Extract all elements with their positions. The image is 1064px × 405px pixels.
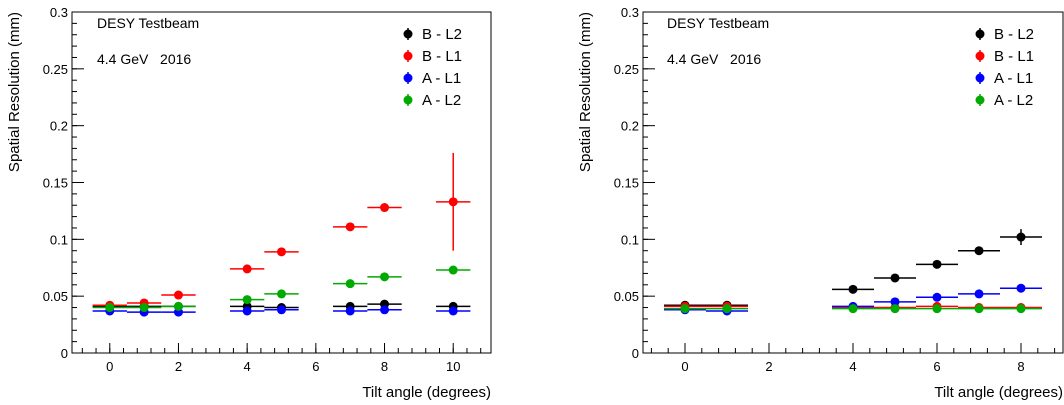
x-tick-label: 6 [933, 359, 940, 374]
legend-marker [403, 73, 413, 83]
x-tick-label: 0 [106, 359, 113, 374]
annotation-text: 4.4 GeV 2016 [97, 51, 191, 67]
data-point [848, 284, 858, 294]
data-point [448, 306, 458, 316]
y-tick-label: 0.2 [621, 119, 639, 134]
y-tick-label: 0.15 [43, 176, 68, 191]
legend-label: A - L2 [422, 92, 461, 109]
legend-entry: A - L2 [403, 92, 461, 109]
data-point [974, 289, 984, 299]
annotation-text: DESY Testbeam [667, 15, 769, 31]
y-tick-label: 0 [61, 346, 68, 361]
data-point [242, 295, 252, 305]
y-tick-label: 0.25 [614, 62, 639, 77]
data-point [345, 222, 355, 232]
data-point [890, 297, 900, 307]
x-tick-label: 8 [1017, 359, 1024, 374]
legend-label: B - L1 [422, 48, 462, 65]
y-tick-label: 0.3 [50, 5, 68, 20]
x-tick-label: 2 [175, 359, 182, 374]
data-point [173, 290, 183, 300]
data-point [380, 272, 390, 282]
x-tick-label: 4 [849, 359, 856, 374]
data-point [277, 247, 286, 257]
x-tick-label: 8 [381, 359, 388, 374]
data-point [680, 304, 690, 314]
legend-entry: A - L1 [975, 70, 1033, 87]
legend-marker [403, 51, 413, 61]
y-tick-label: 0.2 [50, 119, 68, 134]
data-point [974, 246, 984, 256]
y-tick-label: 0 [632, 346, 639, 361]
legend-entry: A - L1 [403, 70, 461, 87]
data-point [890, 304, 900, 314]
x-tick-label: 0 [681, 359, 688, 374]
data-point [932, 259, 942, 269]
y-tick-label: 0.05 [614, 289, 639, 304]
x-tick-label: 10 [446, 359, 460, 374]
legend-label: B - L2 [422, 26, 462, 43]
data-point [932, 304, 942, 314]
legend-marker [403, 29, 413, 39]
data-point [242, 306, 252, 316]
legend-label: A - L1 [422, 70, 461, 87]
y-tick-label: 0.05 [43, 289, 68, 304]
annotation-text: 4.4 GeV 2016 [667, 51, 761, 67]
legend-entry: B - L1 [403, 48, 462, 65]
data-point [848, 304, 858, 314]
legend-marker [975, 73, 985, 83]
series-a-l2 [92, 265, 471, 313]
data-point [1016, 283, 1026, 293]
series-b-l1 [92, 152, 471, 310]
legend-entry: A - L2 [975, 92, 1033, 109]
y-tick-label: 0.15 [614, 176, 639, 191]
data-point [974, 304, 984, 314]
y-tick-label: 0.3 [621, 5, 639, 20]
data-point [277, 289, 286, 299]
legend-label: A - L2 [994, 92, 1033, 109]
data-point [105, 303, 115, 313]
data-point [277, 305, 286, 315]
data-point [932, 292, 942, 302]
y-axis-title: Spatial Resolution (mm) [6, 12, 23, 172]
x-tick-label: 4 [244, 359, 251, 374]
data-point [139, 303, 149, 313]
data-point [345, 279, 355, 289]
annotation-text: DESY Testbeam [97, 15, 199, 31]
y-tick-label: 0.1 [621, 232, 639, 247]
legend-entry: B - L2 [403, 26, 462, 43]
legend-label: B - L2 [994, 26, 1034, 43]
legend-marker [403, 95, 413, 105]
legend-entry: B - L1 [975, 48, 1034, 65]
data-point [345, 306, 355, 316]
series-a-l2 [664, 304, 1042, 314]
data-point [448, 197, 458, 207]
y-tick-label: 0.1 [50, 232, 68, 247]
y-axis-title: Spatial Resolution (mm) [577, 12, 594, 172]
data-point [722, 304, 732, 314]
data-point [380, 203, 390, 213]
legend-label: A - L1 [994, 70, 1033, 87]
data-point [242, 264, 252, 274]
chart-right: 0 2 4 6 8 0 0.05 0.1 0.15 0.2 0.25 0.3 Tilt angle (d… [577, 5, 1064, 401]
legend-entry: B - L2 [975, 26, 1034, 43]
data-point [380, 305, 390, 315]
legend-marker [975, 29, 985, 39]
data-point [1016, 304, 1026, 314]
legend-marker [975, 95, 985, 105]
series-b-l2 [664, 229, 1042, 310]
y-tick-label: 0.25 [43, 62, 68, 77]
data-point [1016, 232, 1026, 242]
data-point [173, 301, 183, 311]
x-axis-title: Tilt angle (degrees) [362, 384, 491, 401]
legend-label: B - L1 [994, 48, 1034, 65]
data-point [890, 273, 900, 283]
legend-marker [975, 51, 985, 61]
x-axis-title: Tilt angle (degrees) [934, 384, 1063, 401]
x-tick-label: 2 [765, 359, 772, 374]
x-tick-label: 6 [312, 359, 319, 374]
chart-left: 0 2 4 6 8 10 0 0.05 0.1 0.15 0.2 0.25 0.3 Tilt angle … [6, 5, 492, 401]
data-point [448, 265, 458, 275]
